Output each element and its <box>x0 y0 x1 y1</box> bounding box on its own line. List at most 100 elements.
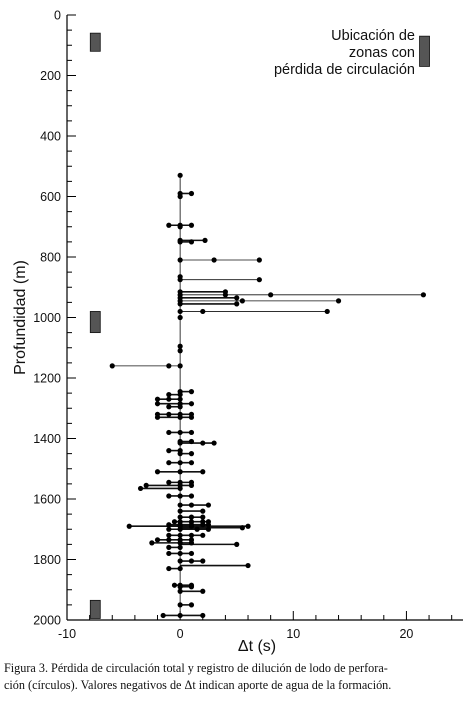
data-point <box>177 314 183 321</box>
data-point <box>166 544 172 551</box>
data-point <box>177 612 183 619</box>
data-point <box>177 224 183 230</box>
data-point <box>177 584 183 590</box>
data-point <box>177 308 183 315</box>
data-point <box>234 295 240 301</box>
legend-line: zonas con <box>349 45 415 61</box>
data-point <box>177 414 183 420</box>
data-point <box>166 404 172 410</box>
data-point <box>245 562 251 569</box>
data-point <box>177 544 183 551</box>
data-point <box>166 537 172 543</box>
data-point <box>200 532 206 538</box>
data-point <box>188 540 195 546</box>
data-point <box>188 429 195 436</box>
y-tick-label: 800 <box>40 251 61 265</box>
data-point <box>177 514 183 520</box>
x-tick-label: 20 <box>399 627 413 641</box>
y-tick-label: 400 <box>40 130 61 144</box>
data-point <box>188 482 195 488</box>
data-point <box>188 502 195 508</box>
data-point <box>188 584 195 590</box>
data-point <box>256 257 262 263</box>
legend-line: Ubicación de <box>331 28 415 44</box>
data-point <box>256 277 262 283</box>
data-point <box>188 239 195 245</box>
data-point <box>200 522 206 528</box>
data-point <box>177 558 183 564</box>
loss-zone-bar <box>89 311 101 334</box>
data-point <box>234 301 240 307</box>
data-point <box>202 237 208 243</box>
data-point <box>177 277 183 283</box>
data-point <box>154 469 161 475</box>
data-point <box>109 363 115 369</box>
y-tick-label: 0 <box>54 9 61 23</box>
data-point <box>177 257 183 263</box>
data-point <box>177 460 183 466</box>
y-tick-label: 200 <box>40 69 61 83</box>
x-tick-label: 0 <box>177 627 184 641</box>
data-point <box>188 558 195 564</box>
data-point <box>188 222 195 228</box>
data-point <box>177 396 183 402</box>
data-point <box>143 482 149 488</box>
data-point <box>200 440 206 446</box>
data-point <box>234 541 240 547</box>
data-point <box>126 523 132 529</box>
loss-zone-bar <box>89 32 101 52</box>
data-point <box>205 502 212 508</box>
data-point <box>188 514 195 520</box>
data-point <box>177 502 183 508</box>
data-point <box>166 550 172 557</box>
data-point <box>200 558 206 564</box>
data-point <box>154 401 161 407</box>
data-point <box>200 308 206 315</box>
data-point <box>205 526 212 532</box>
loss-zone-bar <box>419 35 430 67</box>
data-point <box>177 172 183 178</box>
data-point <box>166 448 172 454</box>
data-point <box>177 485 183 492</box>
depth-chart: 0200400600800100012001400160018002000-10… <box>12 9 463 655</box>
data-point <box>177 348 183 354</box>
y-tick-label: 1600 <box>33 493 61 507</box>
data-point <box>166 479 172 485</box>
data-point <box>188 523 195 529</box>
caption-line-1: Figura 3. Pérdida de circulación total y… <box>4 661 388 675</box>
data-point <box>154 396 161 402</box>
y-tick-label: 1000 <box>33 311 61 325</box>
data-point <box>188 550 195 557</box>
data-point <box>194 526 200 532</box>
loss-zone-bar <box>89 599 101 619</box>
data-point <box>188 190 195 197</box>
data-point <box>137 485 144 492</box>
data-point <box>177 532 183 538</box>
y-tick-label: 1200 <box>33 372 61 386</box>
data-point <box>149 540 155 546</box>
caption-line-2: ción (círculos). Valores negativos de Δt… <box>4 678 392 692</box>
data-point <box>160 612 166 619</box>
measurement-points <box>109 172 426 619</box>
data-point <box>166 526 172 532</box>
data-point <box>177 239 183 245</box>
data-point <box>188 438 195 445</box>
data-point <box>177 404 183 410</box>
data-point <box>166 522 172 528</box>
y-axis-label: Profundidad (m) <box>12 260 29 375</box>
data-point <box>245 523 251 529</box>
data-point <box>154 414 161 420</box>
data-point <box>166 411 172 417</box>
data-point <box>239 298 245 304</box>
data-point <box>177 602 183 608</box>
data-point <box>177 451 183 457</box>
x-axis-label: Δt (s) <box>238 638 276 655</box>
data-point <box>188 389 195 395</box>
data-point <box>324 308 330 315</box>
data-point <box>239 525 245 531</box>
x-tick-label: 10 <box>286 627 300 641</box>
data-point <box>177 565 183 572</box>
data-point <box>177 301 183 307</box>
data-point <box>171 519 178 525</box>
